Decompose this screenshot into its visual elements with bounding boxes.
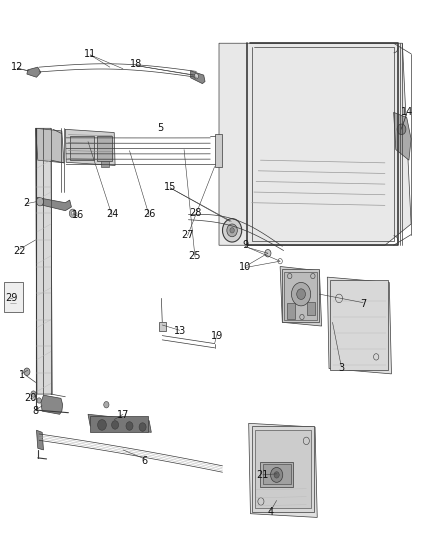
Polygon shape [65,130,115,165]
Text: 2: 2 [23,198,29,208]
Bar [97,136,112,161]
Circle shape [265,249,271,257]
Text: 10: 10 [239,262,251,271]
Text: 21: 21 [257,470,269,480]
Text: 18: 18 [130,60,142,69]
Circle shape [227,224,237,237]
Circle shape [297,289,305,300]
Polygon shape [249,423,317,518]
Bar [255,430,311,508]
Text: 20: 20 [24,393,36,403]
Circle shape [397,124,406,135]
Text: 4: 4 [268,507,274,517]
Text: 24: 24 [106,209,118,220]
Text: 27: 27 [181,230,194,240]
Polygon shape [35,128,64,163]
Circle shape [104,401,109,408]
Circle shape [37,398,41,403]
Text: 15: 15 [164,182,176,192]
Polygon shape [27,67,41,77]
Circle shape [126,422,133,430]
Bar [159,322,166,332]
Circle shape [69,209,76,217]
Bar [307,302,315,316]
Text: 3: 3 [338,362,344,373]
Text: 28: 28 [189,208,201,219]
Text: 5: 5 [157,123,163,133]
Bar [283,269,319,322]
Polygon shape [88,414,151,432]
Circle shape [31,391,36,397]
Bar [330,280,388,370]
Polygon shape [36,430,43,450]
Circle shape [230,228,234,233]
Text: 13: 13 [173,326,186,336]
Polygon shape [219,43,411,245]
Bar [285,272,317,320]
Text: 12: 12 [11,62,24,72]
Polygon shape [327,277,392,374]
Bar [70,136,94,160]
Polygon shape [36,197,71,211]
Circle shape [98,419,106,430]
Bar [4,282,22,312]
Circle shape [71,212,74,215]
Bar [90,416,148,432]
Polygon shape [41,395,63,414]
Circle shape [112,421,119,429]
Text: 17: 17 [117,410,129,421]
Text: 8: 8 [32,406,39,416]
Text: 6: 6 [142,456,148,465]
Text: 26: 26 [143,209,155,220]
Circle shape [139,423,146,431]
Text: 16: 16 [72,211,85,221]
Text: 22: 22 [13,246,25,255]
Text: 7: 7 [360,298,366,309]
Text: 14: 14 [401,107,413,117]
Bar [101,161,109,166]
Circle shape [194,74,198,79]
Text: 29: 29 [5,293,18,303]
Text: 9: 9 [242,240,248,250]
Circle shape [274,472,279,478]
Polygon shape [394,112,411,160]
Bar [215,134,223,166]
Polygon shape [35,128,52,394]
Circle shape [223,219,242,242]
Text: 11: 11 [84,49,96,59]
Circle shape [24,368,30,375]
Bar [287,303,295,319]
Text: 25: 25 [189,251,201,261]
Bar [261,462,293,487]
Polygon shape [191,71,205,84]
Circle shape [36,197,43,206]
Circle shape [271,467,283,482]
Text: 1: 1 [18,370,25,381]
Bar [252,426,314,512]
Circle shape [291,282,311,306]
Bar [263,464,291,484]
Text: 19: 19 [211,330,223,341]
Polygon shape [280,266,321,326]
